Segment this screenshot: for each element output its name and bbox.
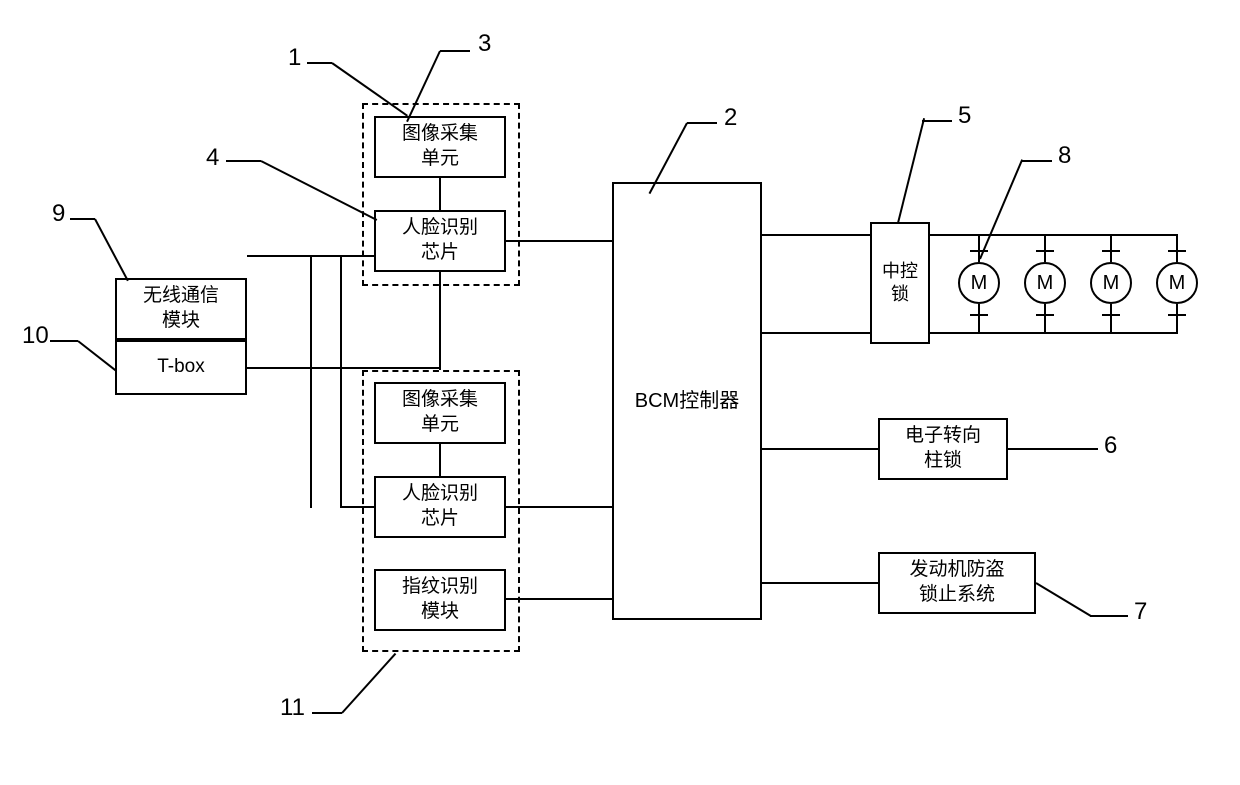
motor-3-stem-bot [1110, 304, 1112, 314]
leader-11-h [312, 712, 342, 714]
label-4: 4 [206, 144, 219, 172]
wire-tbox-h [247, 367, 312, 369]
leader-10-d [77, 340, 116, 371]
leader-4-d [261, 160, 378, 221]
leader-11-d [341, 653, 396, 714]
leader-9-d [94, 219, 129, 282]
diagram-canvas: 图像采集 单元 人脸识别 芯片 图像采集 单元 人脸识别 芯片 指纹识别 模块 … [0, 0, 1240, 785]
wire-m1-top [978, 234, 980, 250]
label-8: 8 [1058, 142, 1071, 170]
conn-img1-face1 [439, 178, 441, 210]
label-6: 6 [1104, 432, 1117, 460]
leader-7-h [1090, 615, 1128, 617]
image-unit-2: 图像采集 单元 [374, 382, 506, 444]
leader-6-d [1008, 448, 1058, 450]
fingerprint-module: 指纹识别 模块 [374, 569, 506, 631]
motor-4-stem-top [1176, 252, 1178, 262]
label-2: 2 [724, 104, 737, 132]
conn-img2-face2 [439, 444, 441, 476]
wire-m3-bot [1110, 316, 1112, 332]
motor-3-stem-top [1110, 252, 1112, 262]
face-chip-2: 人脸识别 芯片 [374, 476, 506, 538]
leader-10-h [50, 340, 78, 342]
engine-lock: 发动机防盗 锁止系统 [878, 552, 1036, 614]
label-10: 10 [22, 322, 49, 350]
wire-m2-top [1044, 234, 1046, 250]
leader-2-h [687, 122, 717, 124]
label-1: 1 [288, 44, 301, 72]
motor-1: M [958, 262, 1000, 304]
leader-8-h [1022, 160, 1052, 162]
wire-m3-top [1110, 234, 1112, 250]
wire-m1-bot [978, 316, 980, 332]
leader-7-d [1035, 582, 1091, 617]
face-chip-1: 人脸识别 芯片 [374, 210, 506, 272]
wire-m2-bot [1044, 316, 1046, 332]
wire-tbox-v [310, 255, 312, 508]
label-5: 5 [958, 102, 971, 130]
leader-1-h [307, 62, 332, 64]
wire-bcm-central-bot [762, 332, 870, 334]
leader-3-h [440, 50, 470, 52]
wire-wireless-face2 [340, 506, 374, 508]
motor-3: M [1090, 262, 1132, 304]
wire-bcm-steering [762, 448, 878, 450]
motor-4-cap-top [1168, 250, 1186, 252]
leader-9-h [70, 218, 95, 220]
wire-wireless-face1 [340, 255, 374, 257]
leader-8-d [979, 159, 1023, 259]
central-lock: 中控 锁 [870, 222, 930, 344]
wire-face1-down [439, 272, 441, 370]
label-7: 7 [1134, 598, 1147, 626]
wire-face1-bcm [506, 240, 612, 242]
leader-6-h [1058, 448, 1098, 450]
wire-m4-top [1176, 234, 1178, 250]
leader-4-h [226, 160, 261, 162]
wire-face1-tbox [310, 367, 441, 369]
wire-m4-bot [1176, 316, 1178, 332]
steering-lock: 电子转向 柱锁 [878, 418, 1008, 480]
motor-2-stem-top [1044, 252, 1046, 262]
motor-2-stem-bot [1044, 304, 1046, 314]
leader-5-d [897, 118, 925, 223]
wire-bcm-engine [762, 582, 878, 584]
motor-1-cap-top [970, 250, 988, 252]
label-3: 3 [478, 30, 491, 58]
tbox: T-box [115, 340, 247, 395]
wire-wireless-v [340, 255, 342, 508]
motor-4: M [1156, 262, 1198, 304]
wire-lock-motors-top [930, 234, 1178, 236]
wire-lock-motors-bot [930, 332, 1178, 334]
label-11: 11 [280, 694, 305, 722]
wireless-module: 无线通信 模块 [115, 278, 247, 340]
motor-1-stem-bot [978, 304, 980, 314]
motor-2: M [1024, 262, 1066, 304]
wire-bcm-central-top [762, 234, 870, 236]
leader-5-h [922, 120, 952, 122]
bcm-controller: BCM控制器 [612, 182, 762, 620]
image-unit-1: 图像采集 单元 [374, 116, 506, 178]
wire-fingerprint-bcm [506, 598, 612, 600]
label-9: 9 [52, 200, 65, 228]
motor-4-stem-bot [1176, 304, 1178, 314]
motor-2-cap-top [1036, 250, 1054, 252]
wire-face2-bcm [506, 506, 612, 508]
motor-3-cap-top [1102, 250, 1120, 252]
